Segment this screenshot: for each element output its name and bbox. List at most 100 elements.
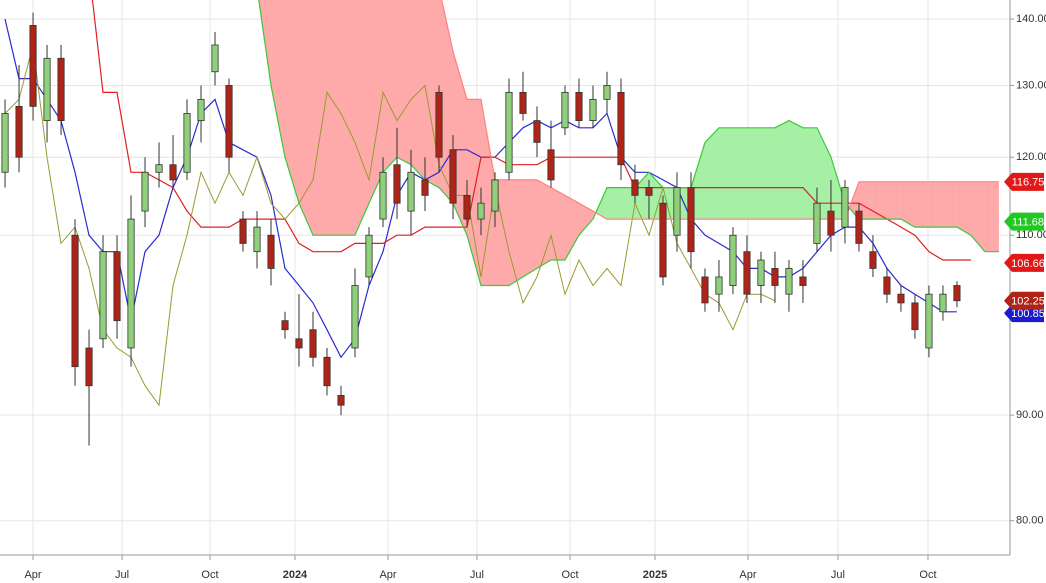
candle-body	[715, 276, 723, 295]
candle-body	[183, 113, 191, 173]
candle-body	[127, 218, 135, 349]
indicator-lines	[4, 0, 999, 407]
candle-body	[813, 202, 821, 244]
cloud-segment	[746, 127, 761, 220]
cloud-segment	[397, 0, 411, 165]
price-tag	[1004, 212, 1044, 231]
candle-body	[855, 210, 863, 244]
y-tick-label: 120.00	[1016, 151, 1046, 163]
candle-body	[239, 218, 247, 244]
indicator-line	[441, 0, 999, 220]
candle-body	[617, 91, 625, 166]
cloud-segment	[285, 0, 300, 204]
candle-body	[393, 164, 401, 204]
cloud-segment	[564, 195, 579, 261]
cloud-segment	[956, 181, 971, 236]
x-tick-label: 2024	[283, 569, 308, 581]
cloud-segment	[271, 0, 286, 158]
cloud-segment	[872, 181, 887, 220]
candle-body	[197, 98, 205, 122]
candle-body	[337, 395, 345, 406]
candle-body	[477, 202, 485, 220]
indicator-line	[91, 0, 971, 261]
candle-body	[659, 202, 667, 278]
candle-body	[631, 179, 639, 196]
x-tick-label: Jul	[831, 569, 845, 581]
cloud-segment	[369, 0, 384, 204]
cloud-segment	[732, 127, 747, 220]
cloud-segment	[299, 0, 314, 236]
candle-body	[155, 164, 163, 173]
candle-body	[295, 338, 303, 349]
cloud-segment	[578, 203, 593, 236]
price-tag	[1004, 172, 1044, 191]
cloud-segment	[522, 179, 537, 277]
candle-body	[449, 149, 457, 204]
price-tag-label: 102.25	[1011, 296, 1045, 308]
cloud-segment	[327, 0, 342, 236]
cloud-segment	[606, 187, 621, 220]
candle-body	[925, 293, 933, 349]
cloud-segment	[595, 187, 607, 220]
candle-body	[729, 234, 737, 286]
cloud-segment	[480, 99, 495, 286]
cloud-segment	[410, 0, 425, 180]
cloud-segment	[383, 0, 398, 173]
candle-body	[351, 285, 359, 349]
candle-body	[561, 91, 569, 129]
candle-body	[883, 276, 891, 295]
indicator-line	[4, 44, 776, 407]
x-tick-label: Oct	[919, 569, 936, 581]
candle-body	[673, 187, 681, 236]
candle-body	[71, 234, 79, 368]
cloud-segment	[774, 120, 789, 220]
candle-body	[407, 171, 415, 212]
y-tick-label: 140.00	[1016, 13, 1046, 25]
x-tick-label: Oct	[201, 569, 218, 581]
price-tag	[1004, 291, 1044, 310]
candle-body	[897, 293, 905, 304]
candle-body	[799, 276, 807, 286]
candle-body	[169, 164, 177, 181]
candle-body	[603, 85, 611, 100]
candle-body	[505, 91, 513, 173]
cloud-segment	[900, 181, 915, 228]
candle-body	[43, 57, 51, 122]
candle-body	[29, 25, 37, 107]
x-tick-label: Jul	[470, 569, 484, 581]
x-tick-label: 2025	[643, 569, 667, 581]
candle-body	[911, 302, 919, 331]
candle-body	[57, 57, 65, 122]
candle-body	[323, 356, 331, 387]
candle-body	[533, 120, 541, 143]
candle-body	[953, 285, 961, 302]
x-tick-label: Oct	[561, 569, 578, 581]
cloud-segment	[788, 120, 803, 220]
y-tick-label: 80.00	[1016, 515, 1044, 527]
candle-body	[365, 234, 373, 278]
x-tick-label: Apr	[24, 569, 41, 581]
candle-body	[589, 98, 597, 122]
candle-body	[225, 85, 233, 158]
candle-body	[141, 171, 149, 212]
cloud-segment	[341, 0, 356, 236]
cloud-segment	[508, 179, 523, 286]
cloud-segment	[760, 127, 775, 220]
candle-body	[827, 210, 835, 236]
cloud-segment	[718, 127, 733, 220]
candle-body	[687, 187, 695, 253]
candle-body	[281, 320, 289, 331]
candle-body	[309, 329, 317, 358]
candle-body	[463, 194, 471, 220]
candle-body	[491, 179, 499, 212]
x-tick-label: Apr	[739, 569, 756, 581]
x-tick-label: Jul	[115, 569, 129, 581]
candle-body	[519, 91, 527, 114]
price-tag	[1004, 253, 1044, 272]
price-tag-label: 106.66	[1011, 258, 1045, 270]
cloud-segment	[802, 127, 817, 220]
candle-body	[379, 171, 387, 220]
candle-body	[253, 226, 261, 253]
y-tick-label: 130.00	[1016, 79, 1046, 91]
candle-body	[267, 234, 275, 269]
